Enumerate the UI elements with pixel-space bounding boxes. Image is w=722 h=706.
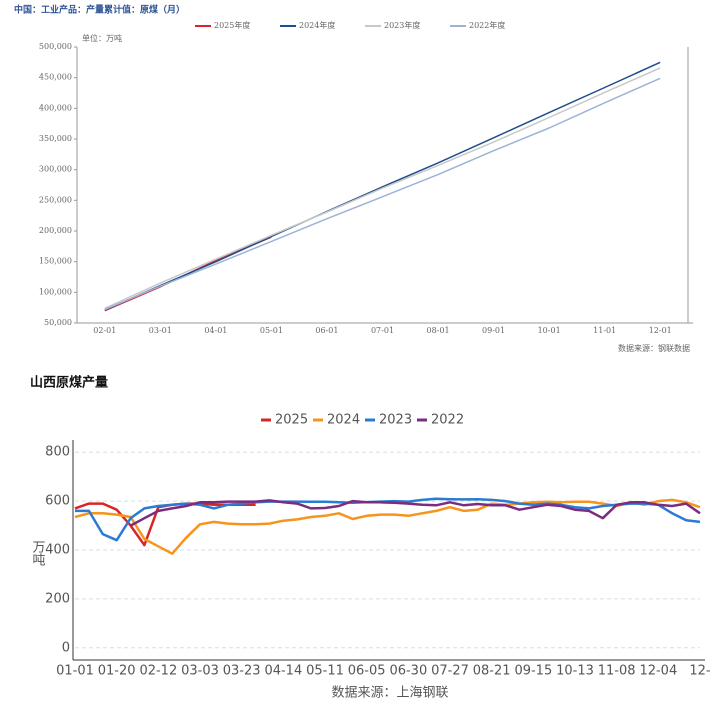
y-tick-label: 500,000 bbox=[39, 42, 72, 51]
y-tick-label: 400 bbox=[45, 543, 70, 558]
y-tick-label: 250,000 bbox=[39, 195, 72, 204]
y-axis-label: 万吨 bbox=[30, 540, 46, 566]
unit-label: 单位：万吨 bbox=[82, 33, 122, 43]
x-tick-label: 01-20 bbox=[98, 664, 136, 679]
y-tick-label: 0 bbox=[62, 640, 70, 655]
x-tick-label: 07-27 bbox=[431, 664, 469, 679]
legend-label: 2025 bbox=[275, 413, 308, 428]
x-tick-label: 05-11 bbox=[306, 664, 344, 679]
chart-title: 山西原煤产量 bbox=[30, 375, 108, 391]
series-line bbox=[74, 498, 701, 555]
y-tick-label: 600 bbox=[45, 494, 70, 509]
x-tick-label: 06-05 bbox=[348, 664, 386, 679]
y-tick-label: 300,000 bbox=[39, 165, 72, 174]
series-line bbox=[104, 61, 661, 311]
series-line bbox=[104, 67, 661, 309]
x-tick-label: 08-01 bbox=[427, 326, 450, 335]
y-tick-label: 50,000 bbox=[44, 318, 72, 327]
source-note: 数据来源：钢联数据 bbox=[618, 343, 690, 353]
x-tick-label: 08-21 bbox=[473, 664, 511, 679]
y-tick-label: 200 bbox=[45, 591, 70, 606]
series-line bbox=[130, 499, 701, 527]
x-tick-label: 04-14 bbox=[264, 664, 302, 679]
legend-label: 2024年度 bbox=[299, 20, 335, 30]
x-tick-label: 09-01 bbox=[482, 326, 505, 335]
x-tick-label: 06-30 bbox=[389, 664, 427, 679]
x-tick-label: 07-01 bbox=[371, 326, 394, 335]
y-tick-label: 400,000 bbox=[39, 103, 72, 112]
x-tick-label: 11-08 bbox=[598, 664, 636, 679]
legend-label: 2024 bbox=[327, 413, 360, 428]
y-tick-label: 100,000 bbox=[39, 287, 72, 296]
y-tick-label: 200,000 bbox=[39, 226, 72, 235]
series-line bbox=[104, 77, 661, 311]
series-line bbox=[75, 497, 701, 542]
chart-title: 中国：工业产品：产量累计值：原煤（月） bbox=[14, 4, 185, 16]
x-tick-label: 10-13 bbox=[556, 664, 594, 679]
x-tick-label: 05-01 bbox=[260, 326, 283, 335]
source-note: 数据来源：上海钢联 bbox=[331, 686, 448, 701]
x-tick-label: 11-01 bbox=[593, 326, 616, 335]
x-tick-label: 03-01 bbox=[149, 326, 172, 335]
legend-label: 2023年度 bbox=[384, 20, 420, 30]
y-tick-label: 800 bbox=[45, 445, 70, 460]
y-tick-label: 450,000 bbox=[39, 73, 72, 82]
x-tick-label: 02-12 bbox=[139, 664, 177, 679]
legend-label: 2025年度 bbox=[214, 20, 250, 30]
x-tick-label: 12-04 bbox=[639, 664, 677, 679]
x-tick-label: 01-01 bbox=[56, 664, 94, 679]
x-tick-label: 09-15 bbox=[514, 664, 552, 679]
x-tick-label: 12- bbox=[689, 664, 711, 679]
y-tick-label: 150,000 bbox=[39, 257, 72, 266]
x-tick-label: 10-01 bbox=[538, 326, 561, 335]
y-tick-label: 350,000 bbox=[39, 134, 72, 143]
x-tick-label: 04-01 bbox=[204, 326, 227, 335]
x-tick-label: 03-03 bbox=[181, 664, 219, 679]
legend-label: 2022 bbox=[431, 413, 464, 428]
legend-label: 2023 bbox=[379, 413, 412, 428]
x-tick-label: 06-01 bbox=[315, 326, 338, 335]
x-tick-label: 12-01 bbox=[649, 326, 672, 335]
x-tick-label: 02-01 bbox=[93, 326, 116, 335]
legend-label: 2022年度 bbox=[469, 20, 505, 30]
x-tick-label: 03-23 bbox=[223, 664, 261, 679]
